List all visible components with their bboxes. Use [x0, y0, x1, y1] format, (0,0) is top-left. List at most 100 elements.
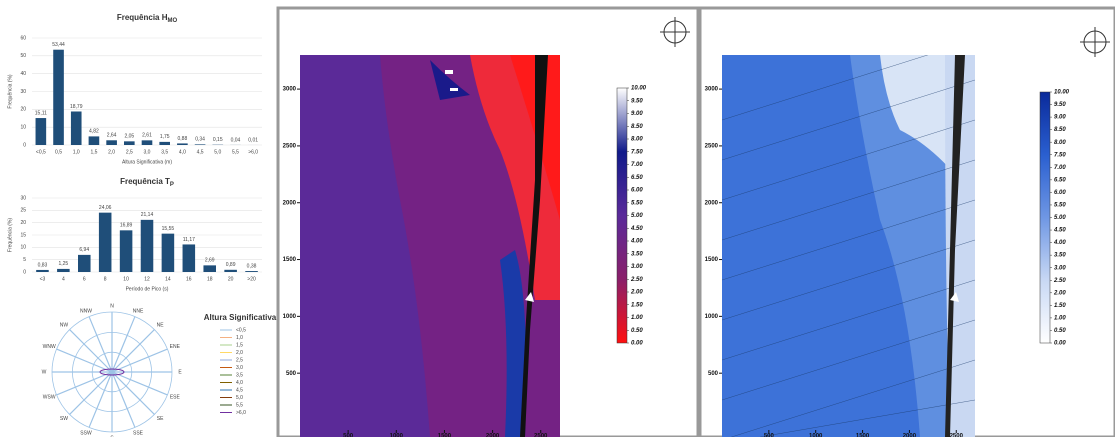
x-tick-label: 2000	[486, 434, 500, 437]
value-label: 15,11	[35, 110, 47, 116]
colorbar-label: 1.00	[631, 315, 643, 321]
value-label: 24,06	[99, 205, 112, 211]
chart-title: Frequência HMO	[117, 13, 178, 23]
radar-spoke	[111, 348, 168, 373]
x-tick-label: 500	[343, 434, 354, 437]
x-tick-label: 1000	[809, 434, 823, 437]
direction-label: E	[178, 369, 182, 375]
bar	[140, 219, 154, 272]
colorbar-label: 7.00	[1054, 165, 1066, 171]
bar	[177, 143, 188, 145]
colorbar-label: 7.50	[1054, 152, 1066, 158]
chart-title-subscript: P	[170, 182, 174, 188]
y-tick-label: 3000	[705, 87, 719, 93]
x-tick-label: 10	[123, 276, 129, 282]
colorbar-label: 6.50	[631, 175, 643, 181]
radar-spoke	[69, 329, 113, 373]
radar-spoke	[111, 316, 136, 373]
value-label: 16,89	[120, 223, 133, 229]
x-tick-label: 6	[83, 276, 86, 282]
value-label: 53,44	[52, 42, 65, 48]
x-tick-label: 2,0	[108, 149, 115, 155]
colorbar-label: 0.00	[1054, 341, 1066, 347]
legend-label: >6,0	[236, 410, 246, 416]
x-tick-label: <3	[40, 276, 46, 282]
x-tick-label: 3,0	[144, 149, 151, 155]
y-tick-label: 3000	[283, 87, 297, 93]
y-tick-label: 1500	[705, 257, 719, 263]
bar	[70, 111, 82, 145]
chart-title-subscript: MO	[168, 18, 178, 24]
legend-label: 2,5	[236, 357, 243, 363]
colorbar-label: 0.00	[631, 341, 643, 347]
y-tick-label: 5	[23, 257, 26, 263]
x-tick-label: 2,5	[126, 149, 133, 155]
y-tick-label: 60	[20, 35, 26, 41]
colorbar-label: 2.00	[1053, 290, 1066, 296]
x-tick-label: >20	[247, 276, 256, 282]
x-tick-label: 16	[186, 276, 192, 282]
value-label: 1,75	[160, 134, 170, 140]
colorbar-label: 3.50	[631, 251, 643, 257]
bar	[53, 49, 64, 145]
x-tick-label: 2500	[534, 434, 548, 437]
direction-label: ENE	[170, 344, 181, 350]
legend-label: <0,5	[236, 327, 246, 333]
radar-spoke	[111, 371, 155, 415]
legend-title: Altura Significativa	[204, 313, 277, 322]
direction-label: ESE	[170, 395, 181, 401]
legend-label: 5,5	[236, 402, 243, 408]
colorbar-label: 7.50	[631, 149, 643, 155]
legend-label: 3,5	[236, 372, 243, 378]
colorbar-label: 5.50	[631, 200, 643, 206]
value-label: 6,94	[79, 247, 89, 253]
radar-spoke	[111, 371, 136, 428]
x-tick-label: 5,0	[214, 149, 221, 155]
bar	[119, 230, 133, 272]
value-label: 2,05	[124, 134, 134, 140]
x-tick-label: 2000	[903, 434, 917, 437]
x-tick-label: 0,5	[55, 149, 62, 155]
bar	[161, 233, 175, 272]
x-tick-label: 4,5	[197, 149, 204, 155]
direction-label: SSE	[133, 430, 144, 436]
colorbar-label: 8.00	[1054, 140, 1066, 146]
bar	[224, 269, 237, 272]
colorbar-label: 10.00	[1054, 90, 1070, 96]
colorbar-label: 9.50	[631, 98, 643, 104]
y-axis-title: Frequência (%)	[7, 74, 13, 109]
direction-label: SSW	[80, 430, 92, 436]
compass	[660, 17, 1110, 57]
direction-label: W	[42, 369, 47, 375]
x-tick-label: 8	[104, 276, 107, 282]
direction-label: N	[110, 303, 114, 309]
colorbar-label: 4.00	[630, 239, 643, 245]
bar	[35, 118, 47, 145]
legend-label: 3,0	[236, 365, 243, 371]
map-image	[300, 55, 560, 437]
colorbar-label: 9.00	[1054, 115, 1066, 121]
direction-label: NNE	[133, 308, 144, 314]
value-label: 2,64	[107, 133, 117, 139]
colorbar-label: 9.00	[631, 111, 643, 117]
y-tick-label: 0	[23, 142, 26, 148]
x-tick-label: 14	[165, 276, 171, 282]
legend-label: 5,0	[236, 395, 243, 401]
y-tick-label: 2000	[283, 200, 297, 206]
x-tick-label: 1,0	[73, 149, 80, 155]
chart-title: Frequência TP	[120, 177, 174, 187]
colorbar-label: 1.50	[631, 302, 643, 308]
x-tick-label: 1,5	[90, 149, 97, 155]
y-tick-label: 2500	[705, 143, 719, 149]
colorbar-label: 2.50	[630, 277, 643, 283]
value-label: 0,04	[231, 137, 241, 143]
direction-label: WNW	[43, 344, 56, 350]
chart-title-text: Frequência H	[117, 13, 168, 22]
colorbar-label: 3.50	[1054, 253, 1066, 259]
colorbar-label: 6.00	[631, 188, 643, 194]
legend-label: 1,0	[236, 335, 243, 341]
colorbar-label: 1.50	[1054, 303, 1066, 309]
y-tick-label: 500	[708, 371, 719, 377]
legend-label: 4,5	[236, 387, 243, 393]
value-label: 2,69	[205, 258, 215, 264]
